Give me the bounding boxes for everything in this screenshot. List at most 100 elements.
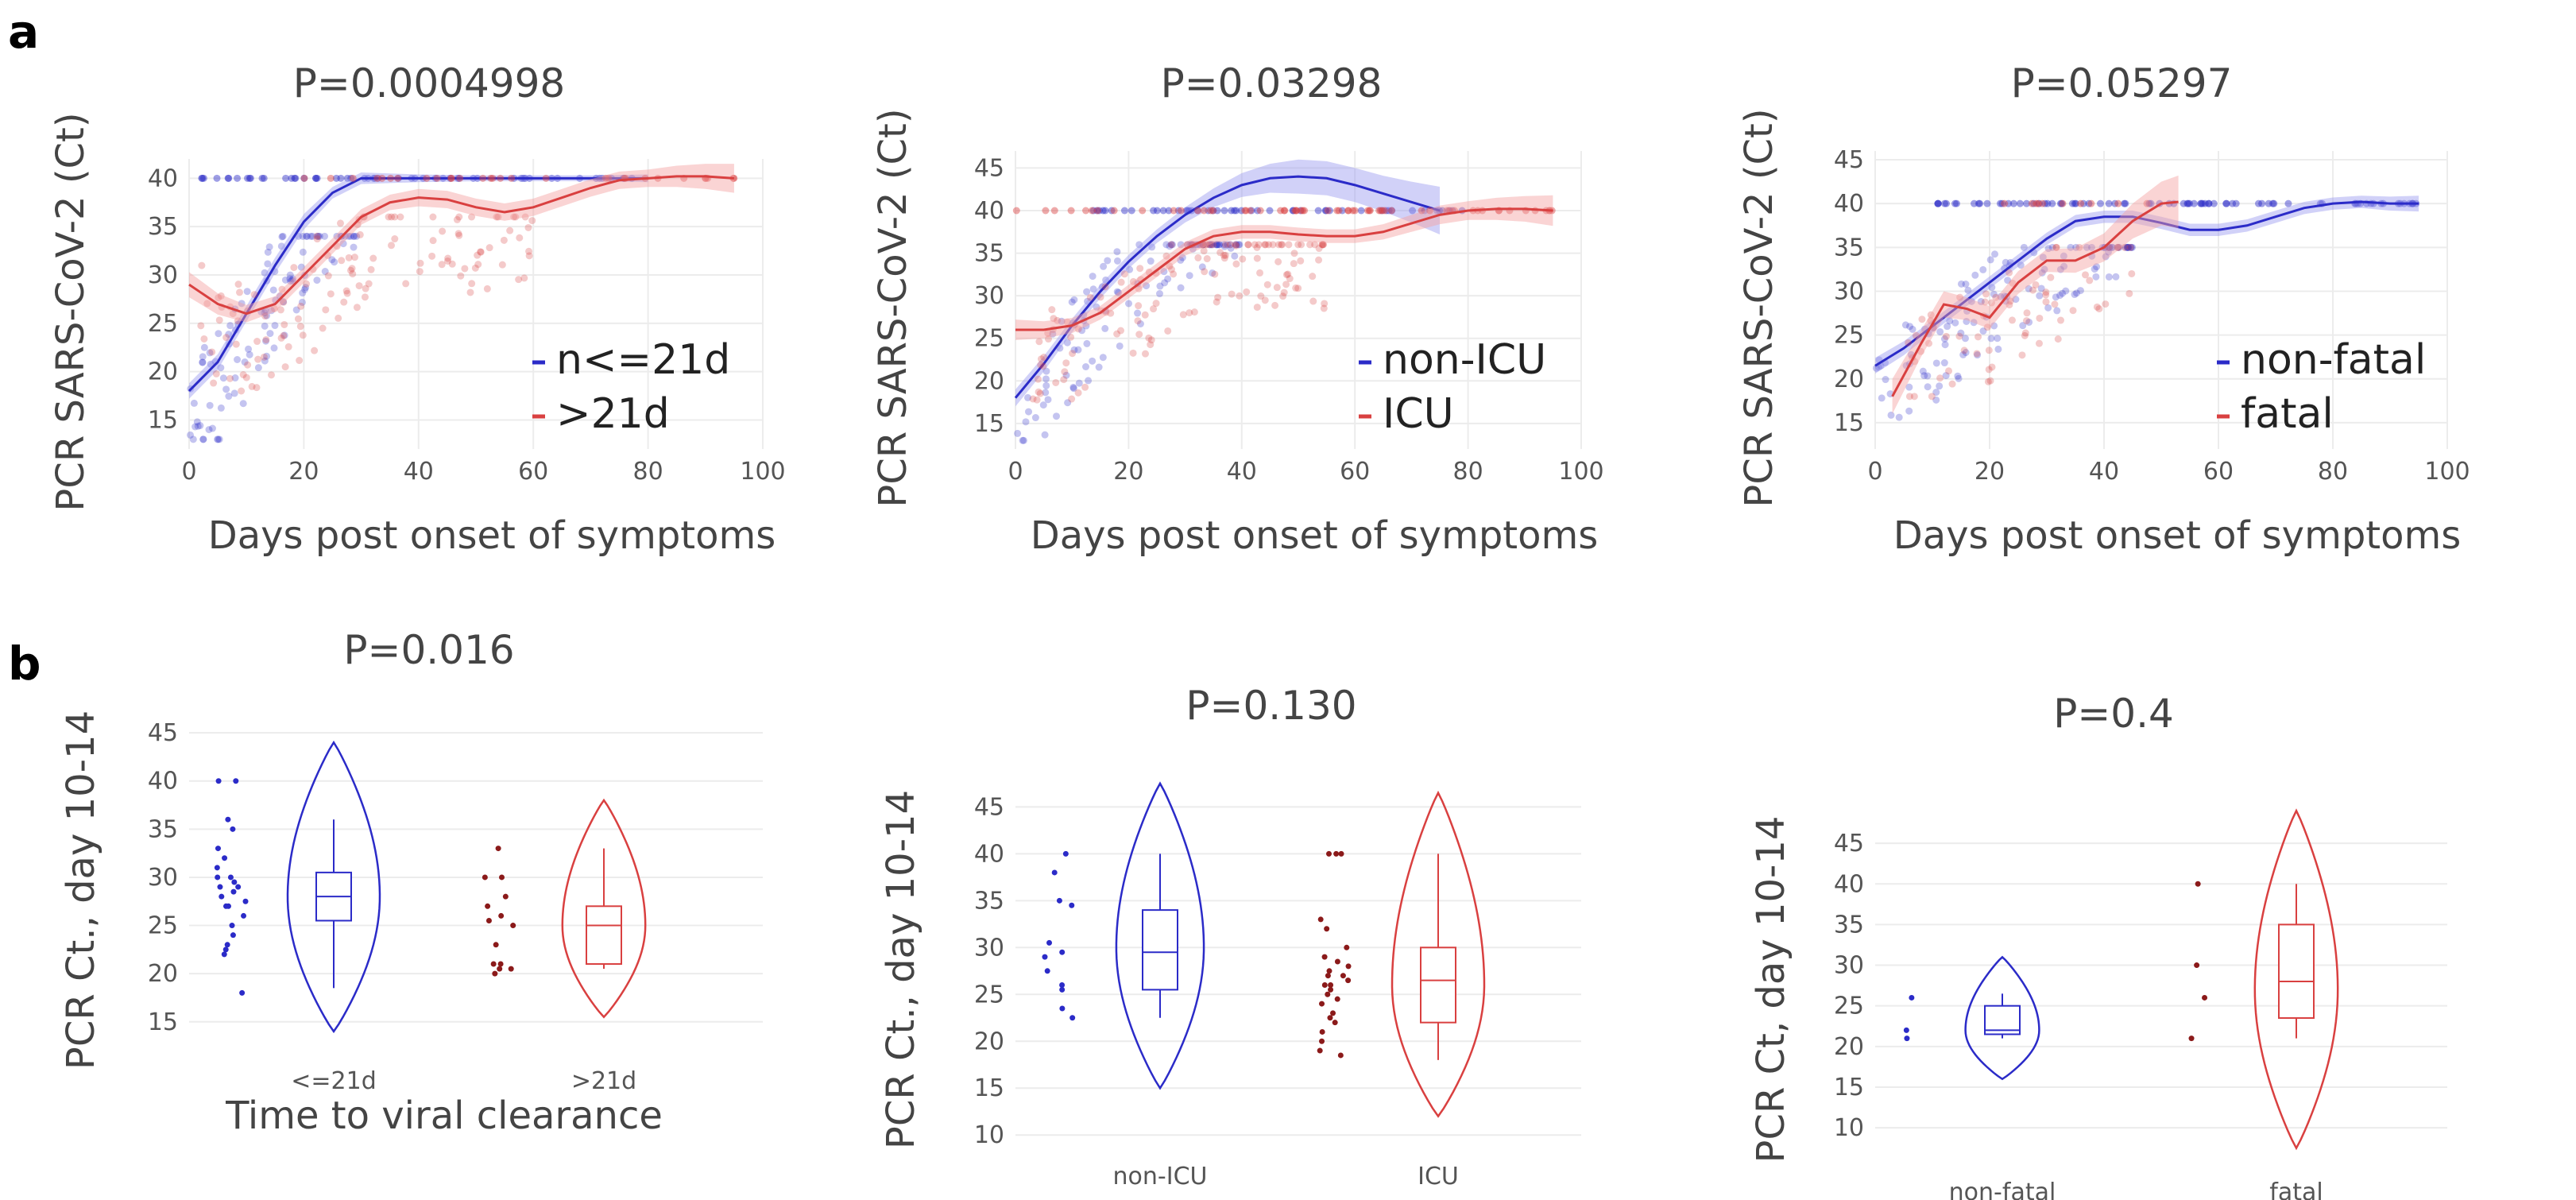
data-point (1895, 413, 1903, 421)
data-point (498, 261, 506, 269)
data-point (215, 435, 222, 443)
data-point (1058, 317, 1066, 325)
trend-line (1015, 207, 1553, 331)
data-point (1910, 393, 1918, 401)
data-point (205, 426, 213, 434)
data-point (1037, 355, 1045, 363)
confidence-ribbon (189, 172, 648, 399)
data-point (268, 307, 276, 315)
data-point (350, 243, 358, 251)
data-point (438, 261, 446, 269)
data-point (281, 363, 289, 371)
data-point (1959, 350, 1967, 358)
data-point (2016, 199, 2024, 207)
data-point (1281, 207, 1289, 215)
data-point (1069, 385, 1077, 393)
data-point (1159, 207, 1167, 215)
data-point (1960, 346, 1968, 354)
data-point (1279, 292, 1287, 300)
panel-label-b: b (8, 637, 41, 691)
data-point (2222, 199, 2230, 207)
x-tick-label: 60 (1340, 458, 1370, 486)
data-point (2035, 199, 2043, 207)
chart-6: 10 15 20 25 30 35 40 45 P=0.4 PCR Ct, day 10-14 no… (1749, 691, 2447, 1200)
y-tick-label: 15 (974, 1074, 1004, 1102)
data-point (1985, 366, 1993, 374)
y-tick-label: 25 (974, 325, 1004, 353)
data-point (1321, 300, 1329, 308)
data-point (2201, 199, 2209, 207)
data-point (1282, 271, 1290, 279)
data-point (215, 294, 222, 302)
data-point (439, 227, 447, 235)
data-point (328, 256, 336, 264)
data-point (1333, 850, 1340, 857)
data-point (1194, 207, 1202, 215)
data-point (1409, 207, 1417, 215)
data-point (468, 213, 476, 221)
y-tick-label: 45 (1834, 146, 1864, 174)
data-point (1330, 1010, 1336, 1016)
data-point (1082, 363, 1090, 371)
data-point (2143, 199, 2151, 207)
data-point (1265, 241, 1273, 249)
data-point (2032, 281, 2040, 288)
data-point (521, 213, 529, 221)
data-point (2034, 199, 2042, 207)
data-point (199, 353, 207, 361)
data-point (342, 287, 350, 295)
data-point (1086, 293, 1094, 301)
data-point (1257, 292, 1265, 300)
x-tick-label: 40 (1227, 458, 1257, 486)
y-tick-label: 45 (974, 154, 1004, 182)
data-point (1227, 244, 1235, 252)
data-point (1014, 429, 1022, 437)
data-point (1320, 304, 1328, 312)
y-tick-label: 25 (974, 981, 1004, 1008)
data-point (280, 298, 288, 306)
data-point (1160, 268, 1168, 276)
data-point (1332, 1020, 1338, 1026)
data-point (1220, 242, 1228, 250)
data-point (1345, 963, 1352, 970)
data-point (199, 174, 207, 182)
y-tick-label: 10 (974, 1121, 1004, 1149)
data-point (311, 346, 319, 354)
data-point (296, 357, 304, 365)
data-point (245, 345, 253, 353)
data-point (217, 292, 225, 300)
data-point (416, 259, 424, 267)
data-point (2092, 273, 2100, 281)
data-point (2108, 243, 2116, 251)
data-point (1262, 241, 1270, 249)
data-point (2079, 199, 2087, 207)
data-point (244, 361, 252, 369)
data-point (1206, 241, 1214, 249)
data-point (2124, 243, 2132, 251)
data-point (2194, 962, 2200, 969)
data-point (1325, 973, 1331, 979)
data-point (1325, 207, 1333, 215)
data-point (1147, 336, 1155, 344)
data-point (1986, 256, 1994, 264)
data-point (1297, 257, 1305, 265)
y-tick-label: 20 (1834, 1033, 1864, 1061)
data-point (1253, 244, 1261, 252)
data-point (206, 401, 214, 409)
data-point (2112, 273, 2120, 281)
data-point (313, 174, 321, 182)
data-point (1201, 241, 1209, 249)
data-point (1143, 282, 1151, 290)
y-tick-label: 30 (1834, 277, 1864, 305)
data-point (1319, 1038, 1325, 1044)
data-point (250, 291, 258, 299)
data-point (234, 174, 242, 182)
box-iqr (2278, 923, 2315, 1020)
data-point (1974, 351, 1982, 359)
data-point (1294, 241, 1302, 249)
data-point (2017, 261, 2025, 269)
data-point (516, 234, 524, 242)
data-point (2085, 199, 2093, 207)
data-point (453, 215, 461, 223)
data-point (2056, 292, 2064, 300)
